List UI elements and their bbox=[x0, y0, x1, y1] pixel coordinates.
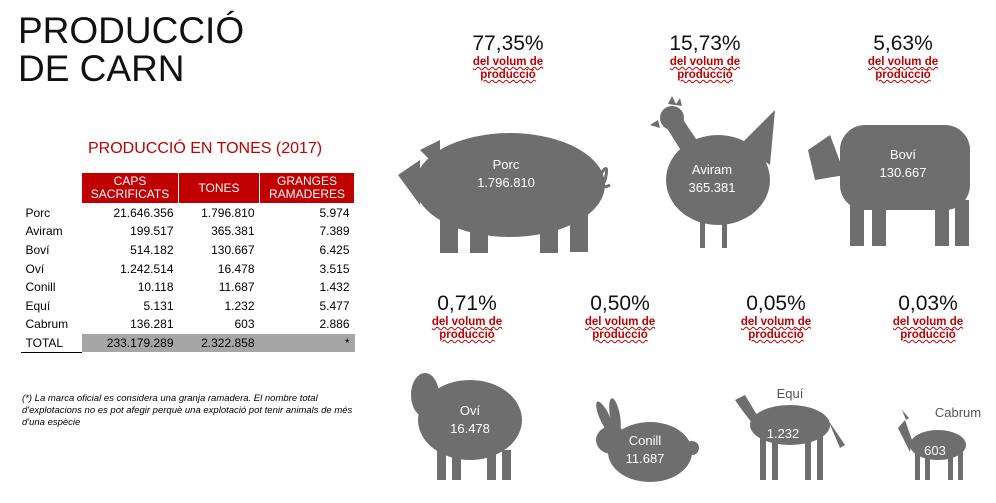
table-cell: 514.182 bbox=[81, 240, 179, 260]
table-caption: PRODUCCIÓ EN TONES (2017) bbox=[88, 140, 323, 157]
percent-caption: del volum de producció bbox=[472, 56, 544, 81]
table-cell: 21.646.356 bbox=[81, 203, 179, 223]
total-cell: 2.322.858 bbox=[178, 333, 260, 353]
animal-name: Boví bbox=[889, 147, 917, 162]
table-cell: Aviram bbox=[20, 222, 82, 242]
table-row: Porc 21.646.356 1.796.810 5.974 bbox=[20, 203, 355, 223]
table-cell: Oví bbox=[20, 259, 82, 279]
header-row: CAPS SACRIFICATS TONES GRANGES RAMADERES bbox=[20, 172, 355, 204]
production-table: CAPS SACRIFICATS TONES GRANGES RAMADERES Po… bbox=[20, 172, 355, 353]
table-row: Cabrum 136.281 603 2.886 bbox=[20, 315, 355, 335]
table-cell: 6.425 bbox=[259, 240, 355, 260]
percent-caption: del volum de producció bbox=[892, 316, 964, 341]
table-cell: 3.515 bbox=[259, 259, 355, 279]
table-cell: 1.432 bbox=[259, 277, 355, 297]
percent-caption: del volum de producció bbox=[669, 56, 741, 81]
table-cell: Boví bbox=[20, 240, 82, 260]
table-cell: 130.667 bbox=[178, 240, 260, 260]
animal-value: 1.796.810 bbox=[477, 175, 535, 190]
table-cell: 1.232 bbox=[178, 296, 260, 316]
total-cell: 233.179.289 bbox=[81, 333, 179, 353]
animal-name: Conill bbox=[628, 433, 662, 448]
table-cell: 5.974 bbox=[259, 203, 355, 223]
animal-value: 603 bbox=[924, 443, 946, 458]
table-cell: Porc bbox=[20, 203, 82, 223]
percent: 0,50% bbox=[590, 292, 650, 315]
percent: 77,35% bbox=[472, 32, 544, 55]
percent: 0,71% bbox=[437, 292, 497, 315]
table-cell: 11.687 bbox=[178, 277, 260, 297]
percent: 0,05% bbox=[746, 292, 806, 315]
animal-name: Porc bbox=[492, 157, 520, 172]
animal-value: 1.232 bbox=[766, 426, 800, 441]
title-line: PRODUCCIÓ bbox=[18, 10, 245, 51]
header-empty bbox=[20, 172, 82, 204]
percent-caption: del volum de producció bbox=[740, 316, 812, 341]
animal-name: Aviram bbox=[691, 162, 733, 177]
header-cell: CAPS SACRIFICATS bbox=[81, 172, 179, 204]
total-cell: TOTAL bbox=[20, 333, 82, 353]
table-cell: 603 bbox=[178, 315, 260, 335]
table-cell: 136.281 bbox=[81, 315, 179, 335]
percent-caption: del volum de producció bbox=[584, 316, 656, 341]
percent-caption: del volum de producció bbox=[867, 56, 939, 81]
table-cell: 1.242.514 bbox=[81, 259, 179, 279]
animal-value: 11.687 bbox=[625, 451, 665, 466]
percent: 15,73% bbox=[669, 32, 741, 55]
animal-value: 16.478 bbox=[450, 421, 490, 436]
table-cell: 16.478 bbox=[178, 259, 260, 279]
animal-value: 130.667 bbox=[879, 165, 927, 180]
header-cell: TONES bbox=[178, 172, 260, 204]
table-cell: 199.517 bbox=[81, 222, 179, 242]
total-row: TOTAL 233.179.289 2.322.858 * bbox=[20, 333, 355, 353]
percent: 0,03% bbox=[898, 292, 958, 315]
percent-caption: del volum de producció bbox=[431, 316, 503, 341]
percent: 5,63% bbox=[873, 32, 933, 55]
table-cell: 2.886 bbox=[259, 315, 355, 335]
total-cell: * bbox=[259, 333, 355, 353]
table-cell: Conill bbox=[20, 277, 82, 297]
animal-name: Equí bbox=[776, 386, 804, 401]
footnote: (*) La marca oficial es considera una gr… bbox=[22, 393, 353, 428]
header-cell: GRANGES RAMADERES bbox=[259, 172, 355, 204]
table-cell: 1.796.810 bbox=[178, 203, 260, 223]
table-cell: 5.131 bbox=[81, 296, 179, 316]
table-cell: 7.389 bbox=[259, 222, 355, 242]
table-cell: 10.118 bbox=[81, 277, 179, 297]
table-cell: Equí bbox=[20, 296, 82, 316]
table-cell: 365.381 bbox=[178, 222, 260, 242]
table-row: Aviram 199.517 365.381 7.389 bbox=[20, 222, 355, 242]
table-row: Oví 1.242.514 16.478 3.515 bbox=[20, 259, 355, 279]
title-line: DE CARN bbox=[18, 48, 185, 89]
table-row: Equí 5.131 1.232 5.477 bbox=[20, 296, 355, 316]
table-row: Boví 514.182 130.667 6.425 bbox=[20, 240, 355, 260]
animal-name: Cabrum bbox=[934, 405, 982, 420]
animal-value: 365.381 bbox=[688, 180, 736, 195]
table-cell: Cabrum bbox=[20, 315, 82, 335]
table-row: Conill 10.118 11.687 1.432 bbox=[20, 277, 355, 297]
table-cell: 5.477 bbox=[259, 296, 355, 316]
animal-name: Oví bbox=[459, 403, 481, 418]
